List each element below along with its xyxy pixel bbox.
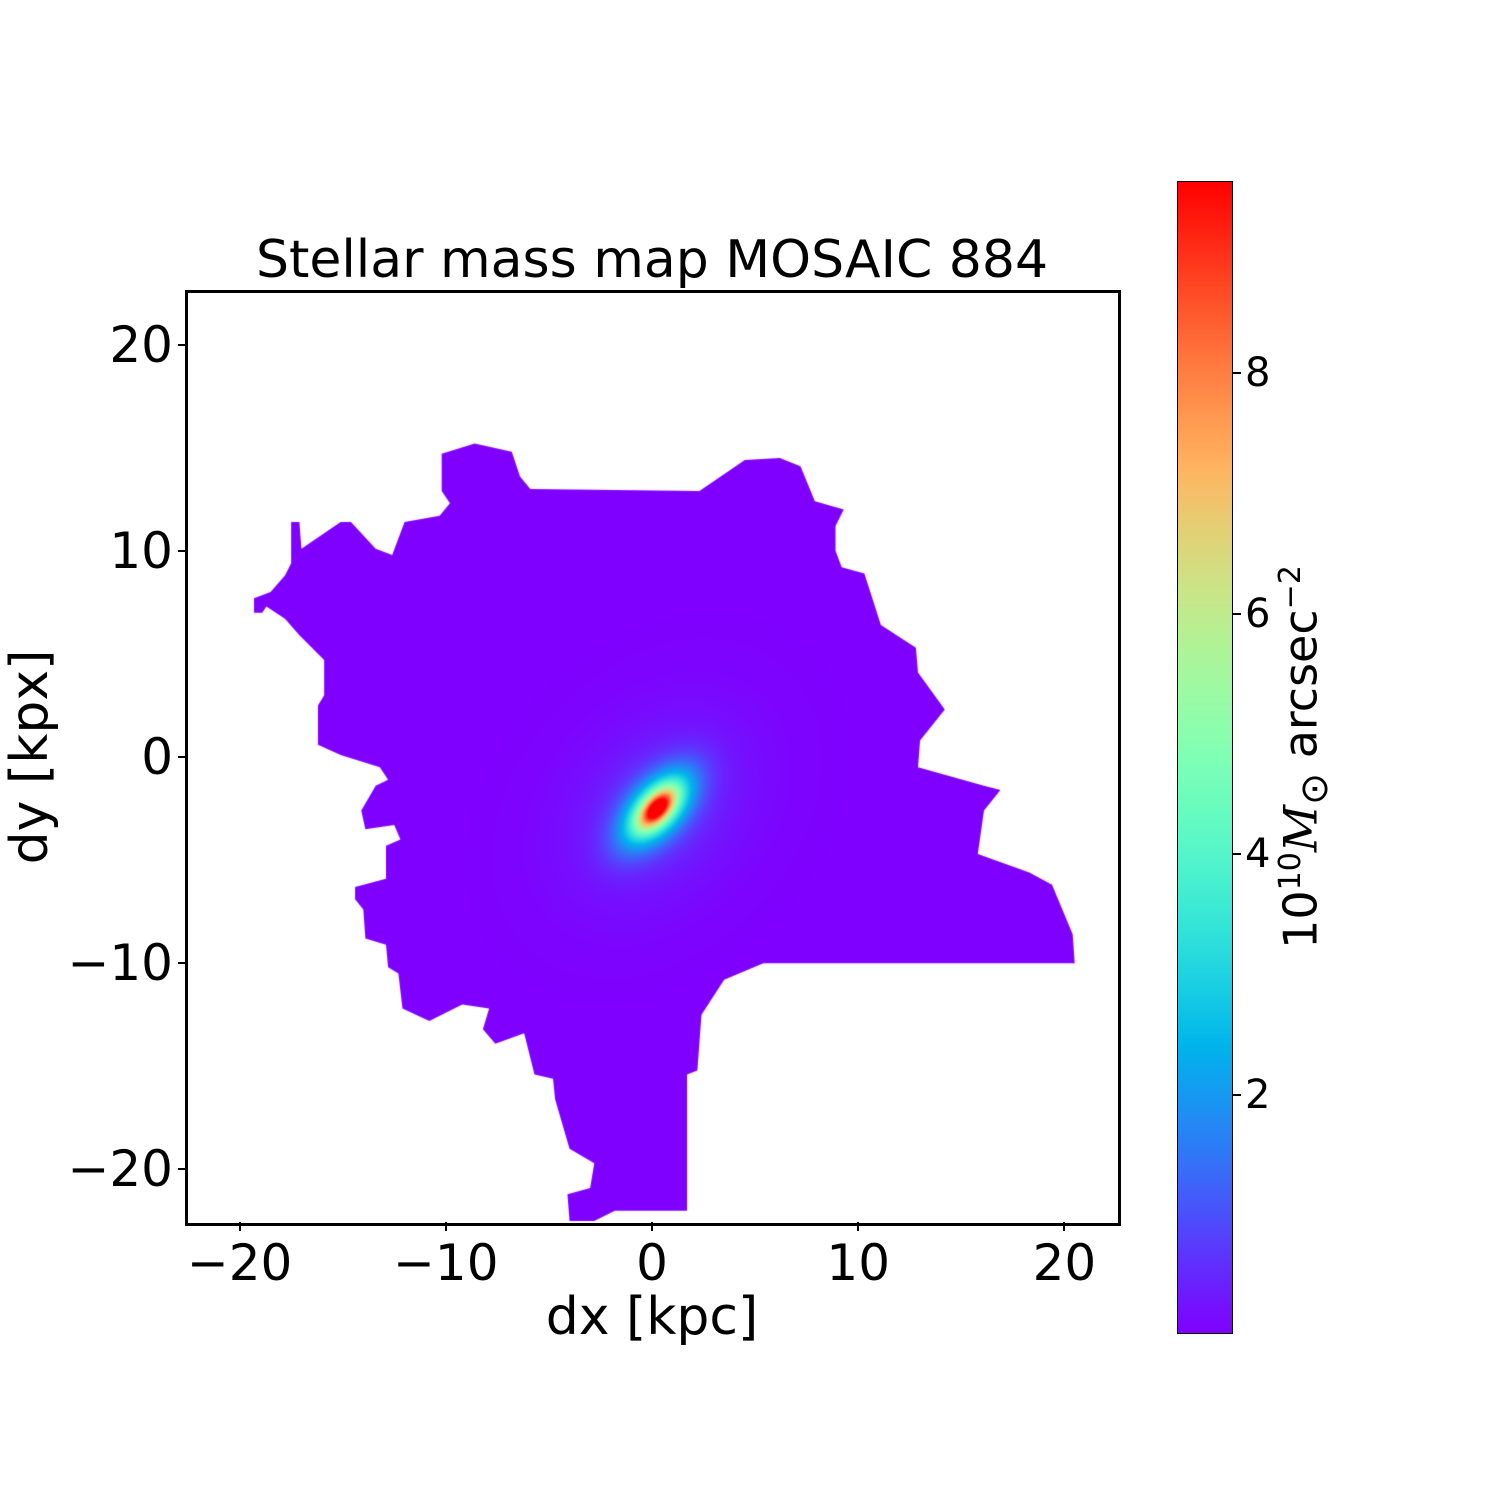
x-tick-mark — [238, 1222, 241, 1231]
y-tick-label: 20 — [109, 315, 173, 374]
y-tick-mark — [178, 549, 187, 552]
x-tick-mark — [651, 1222, 653, 1231]
x-axis-label: dx [kpc] — [545, 1287, 759, 1347]
colorbar-tick-label: 6 — [1245, 590, 1271, 637]
colorbar-tick-mark — [1233, 853, 1241, 856]
colorbar-label-exp: 10 — [1273, 852, 1309, 891]
colorbar-tick-mark — [1233, 612, 1241, 615]
x-tick-mark — [1063, 1222, 1066, 1231]
x-tick-mark — [857, 1222, 860, 1231]
colorbar — [1177, 181, 1233, 1334]
y-tick-mark — [178, 962, 187, 965]
colorbar-tick-mark — [1233, 372, 1241, 375]
colorbar-label-base: 10 — [1273, 890, 1328, 949]
y-tick-mark — [178, 1168, 187, 1171]
colorbar-tick-label: 4 — [1245, 831, 1271, 878]
chart-title: Stellar mass map MOSAIC 884 — [255, 230, 1049, 290]
y-tick-label: 0 — [141, 728, 173, 786]
colorbar-tick-label: 8 — [1245, 350, 1271, 397]
y-tick-label: −20 — [67, 1140, 173, 1199]
x-tick-label: −10 — [393, 1234, 499, 1292]
colorbar-label: 1010M⊙ arcsec−2 — [1273, 565, 1337, 949]
y-axis-label: dy [kpx] — [0, 649, 60, 865]
x-tick-label: 10 — [826, 1234, 891, 1292]
colorbar-label-unit: arcsec — [1273, 609, 1328, 773]
x-tick-label: 0 — [636, 1234, 668, 1292]
colorbar-tick-mark — [1233, 1093, 1241, 1096]
y-tick-label: 10 — [109, 521, 173, 580]
colorbar-tick-label: 2 — [1245, 1071, 1271, 1118]
colorbar-label-sun: ⊙ — [1291, 772, 1337, 806]
colorbar-label-unit-exp: −2 — [1273, 565, 1309, 610]
axes-frame — [185, 290, 1121, 1226]
y-tick-mark — [178, 343, 187, 346]
y-tick-label: −10 — [67, 934, 173, 993]
stellar-mass-heatmap — [187, 292, 1117, 1222]
y-tick-mark — [178, 756, 187, 758]
x-tick-label: 20 — [1032, 1234, 1097, 1292]
plot-area — [185, 290, 1121, 1226]
x-tick-label: −20 — [186, 1234, 293, 1292]
x-tick-mark — [444, 1222, 447, 1231]
colorbar-label-symbol: M — [1273, 805, 1328, 853]
